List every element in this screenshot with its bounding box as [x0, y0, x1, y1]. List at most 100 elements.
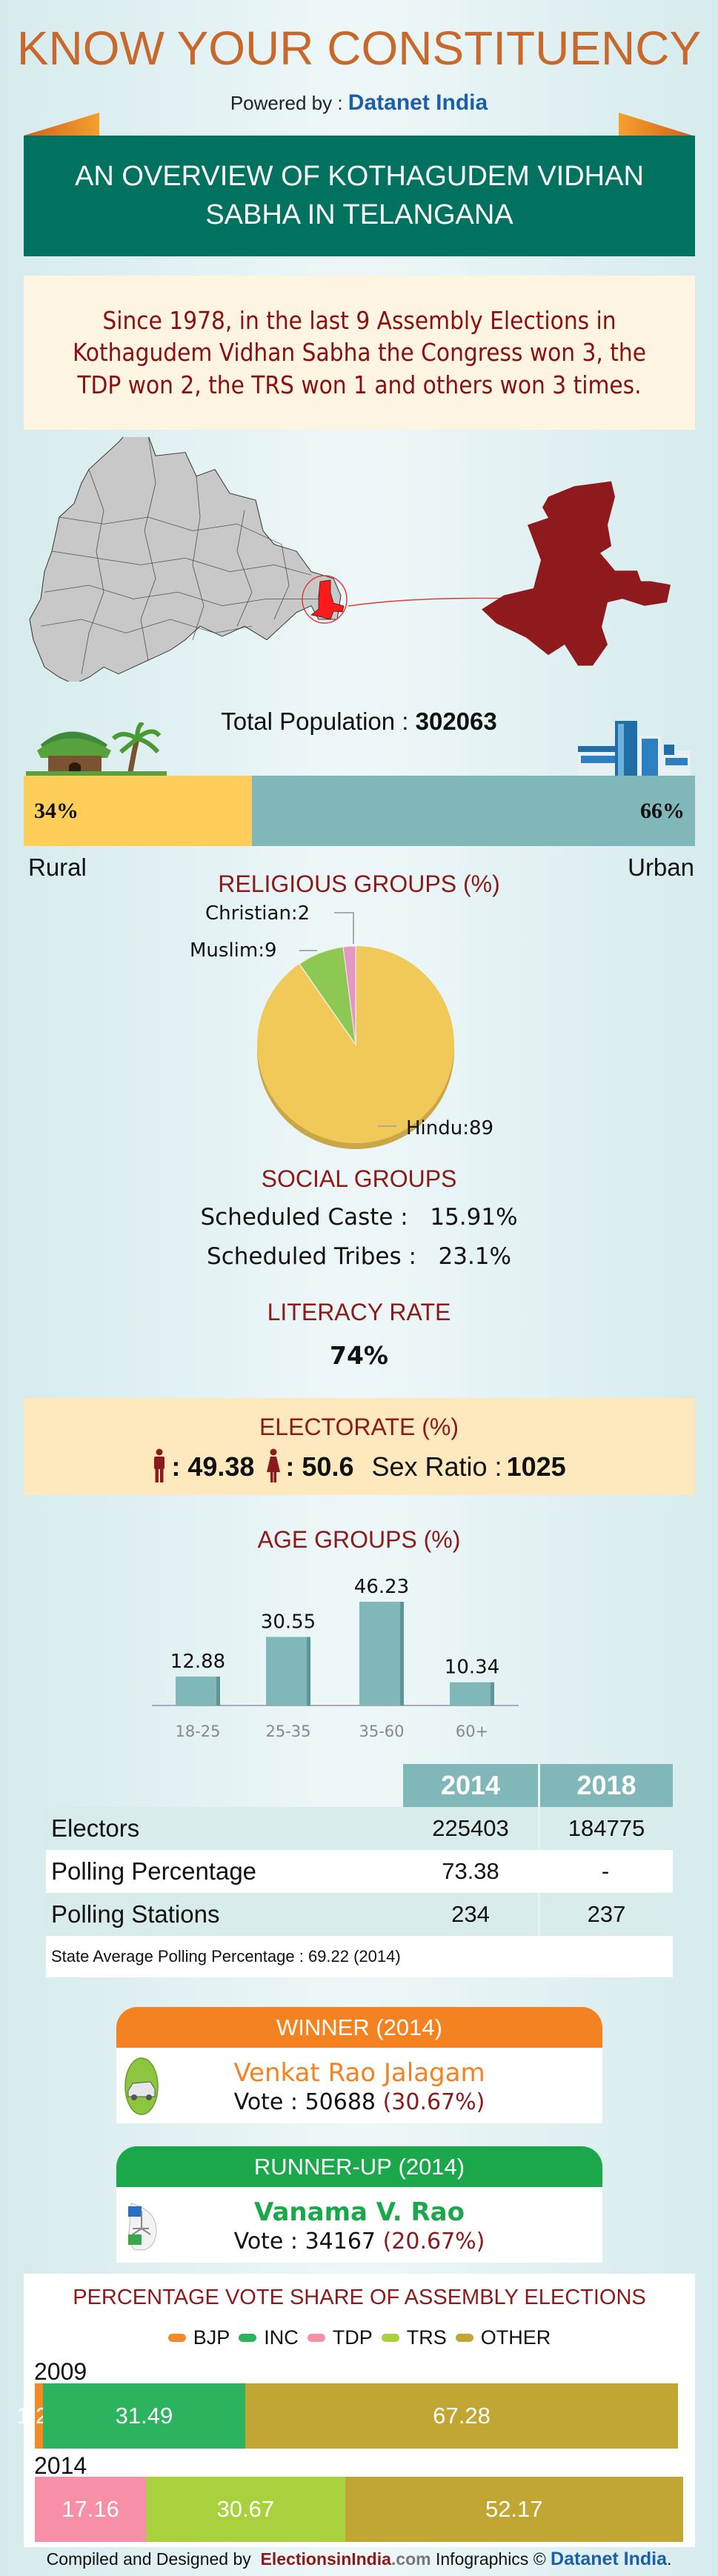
legend-label-inc: INC	[264, 2326, 299, 2349]
winner-header: WINNER (2014)	[116, 2007, 602, 2048]
scheduled-caste-value: 15.91%	[430, 1204, 518, 1231]
rural-urban-bar: 34% 66%	[24, 776, 695, 846]
age-groups-heading: AGE GROUPS	[257, 1526, 417, 1553]
scheduled-tribes-row: Scheduled Tribes : 23.1%	[0, 1243, 718, 1270]
electorate-panel	[24, 1398, 695, 1495]
vote-share-segment-bjp: 1.24	[16, 2383, 62, 2449]
religion-pie-chart	[245, 937, 467, 1159]
vote-share-bar-2009: 1.24 31.49 67.28	[16, 2383, 678, 2449]
kothagudem-zoomed-shape-icon	[482, 481, 671, 666]
rural-hut-icon	[26, 720, 167, 776]
scheduled-tribes-label: Scheduled Tribes :	[207, 1243, 416, 1270]
polling-stations-2018: 237	[538, 1893, 673, 1936]
polling-stations-2014: 234	[451, 1901, 490, 1927]
winner-name: Venkat Rao Jalagam	[233, 2058, 485, 2088]
polling-percentage-2018: -	[601, 1858, 610, 1884]
row-label-electors: Electors	[51, 1814, 140, 1842]
legend-label-trs: TRS	[406, 2326, 447, 2349]
religious-groups-title: RELIGIOUS GROUPS (%)	[0, 871, 718, 898]
powered-by-label: Powered by :	[230, 92, 343, 114]
vote-share-year-2009: 2009	[34, 2358, 87, 2385]
winner-body: Venkat Rao Jalagam Vote : 50688 (30.67%)	[116, 2048, 602, 2123]
constituency-map	[0, 426, 718, 685]
overview-banner: AN OVERVIEW OF KOTHAGUDEM VIDHAN SABHA I…	[24, 136, 695, 256]
age-groups-title: AGE GROUPS (%)	[0, 1526, 718, 1554]
total-population-value: 302063	[415, 708, 497, 735]
electorate-heading: ELECTORATE	[259, 1414, 416, 1440]
electors-2014: 225403	[432, 1815, 509, 1841]
vote-share-segment-inc: 31.49	[42, 2383, 246, 2449]
ribbon-flap-left	[24, 113, 99, 136]
row-label-polling-stations: Polling Stations	[51, 1900, 220, 1928]
election-summary: Since 1978, in the last 9 Assembly Elect…	[24, 276, 695, 430]
legend-label-other: OTHER	[480, 2326, 551, 2349]
total-population-label: Total Population :	[221, 708, 409, 735]
total-population: Total Population : 302063	[0, 708, 718, 736]
datanet-brand: Datanet India	[348, 90, 488, 115]
urban-buildings-icon	[571, 715, 697, 776]
runner-up-year: (2014)	[398, 2153, 465, 2180]
trs-car-symbol-icon	[124, 2057, 159, 2115]
runner-up-name: Vanama V. Rao	[254, 2197, 465, 2227]
legend-swatch-trs	[381, 2334, 399, 2342]
female-icon	[267, 1448, 281, 1482]
vote-share-legend: BJP INC TDP TRS OTHER	[24, 2326, 695, 2349]
legend-swatch-tdp	[307, 2334, 325, 2342]
winner-vote-percent: (30.67%)	[382, 2089, 485, 2115]
pie-label-muslim: Muslim:9	[190, 939, 277, 962]
religious-groups-unit: (%)	[462, 871, 500, 897]
legend-inc: INC	[239, 2326, 299, 2349]
table-header-row: 2014 2018	[46, 1764, 673, 1807]
male-icon	[154, 1448, 165, 1482]
social-groups-title: SOCIAL GROUPS	[261, 1165, 457, 1192]
electorate-title: ELECTORATE (%)	[0, 1414, 718, 1441]
legend-label-bjp: BJP	[193, 2326, 230, 2349]
legend-trs: TRS	[381, 2326, 447, 2349]
age-bar-value: 30.55	[261, 1611, 316, 1633]
electionsinindia-logo: ElectionsinIndia	[260, 2549, 391, 2569]
female-percentage: : 50.6	[285, 1451, 354, 1482]
winner-vote-count: Vote : 50688	[233, 2089, 376, 2115]
age-groups-bar-chart: 12.88 18-25 30.55 25-35 46.23 35-60 10.34 60+	[148, 1576, 563, 1741]
row-label-polling-percentage: Polling Percentage	[51, 1857, 257, 1885]
footer-infographics: Infographics ©	[436, 2549, 546, 2569]
vote-share-segment-tdp: 17.16	[35, 2477, 147, 2542]
footer-prefix: Compiled and Designed by	[46, 2549, 251, 2569]
runner-up-vote-percent: (20.67%)	[382, 2229, 485, 2254]
datanet-india-logo: Datanet India	[551, 2549, 668, 2569]
footer-suffix: .	[667, 2549, 672, 2569]
pie-label-christian: Christian:2	[205, 902, 310, 925]
age-bar-category: 18-25	[175, 1723, 220, 1740]
age-bar-35-60	[359, 1602, 404, 1705]
runner-up-body: Vanama V. Rao Vote : 34167 (20.67%)	[116, 2187, 602, 2263]
electors-table: 2014 2018 Electors 225403 184775 Polling…	[46, 1764, 673, 1977]
table-header-2018: 2018	[538, 1764, 673, 1807]
age-bar-category: 25-35	[265, 1723, 310, 1740]
winner-card: WINNER (2014) Venkat Rao Jalagam Vote : …	[116, 2007, 602, 2123]
sex-ratio-value: 1025	[506, 1451, 566, 1482]
runner-up-card: RUNNER-UP (2014) Vanama V. Rao Vote : 34…	[116, 2146, 602, 2263]
inc-hand-symbol-icon	[128, 2203, 157, 2251]
age-bar-value: 12.88	[170, 1651, 225, 1673]
state-average-note: State Average Polling Percentage : 69.22…	[46, 1936, 673, 1977]
winner-year: (2014)	[376, 2014, 442, 2040]
winner-vote: Vote : 50688 (30.67%)	[116, 2089, 602, 2115]
ribbon-flap-right	[619, 113, 693, 136]
vote-share-segment-other: 67.28	[245, 2383, 678, 2449]
scheduled-caste-row: Scheduled Caste : 15.91%	[0, 1204, 718, 1231]
pie-label-hindu: Hindu:89	[406, 1117, 494, 1139]
runner-up-vote-count: Vote : 34167	[233, 2229, 376, 2254]
runner-up-heading: RUNNER-UP	[253, 2153, 392, 2180]
scheduled-tribes-value: 23.1%	[438, 1243, 511, 1270]
footer-credits: Compiled and Designed by ElectionsinIndi…	[0, 2549, 718, 2570]
table-row: Polling Stations 234 237	[46, 1893, 673, 1936]
winner-heading: WINNER	[276, 2014, 370, 2040]
religious-groups-heading: RELIGIOUS GROUPS	[218, 871, 457, 897]
sex-ratio-label: Sex Ratio :	[371, 1451, 502, 1482]
literacy-title: LITERACY RATE	[267, 1299, 451, 1325]
scheduled-caste-label: Scheduled Caste :	[200, 1204, 408, 1231]
age-bar-25-35	[266, 1637, 310, 1705]
vote-share-year-2014: 2014	[34, 2452, 87, 2479]
telangana-state-map-icon	[29, 426, 342, 685]
legend-swatch-inc	[239, 2334, 257, 2342]
